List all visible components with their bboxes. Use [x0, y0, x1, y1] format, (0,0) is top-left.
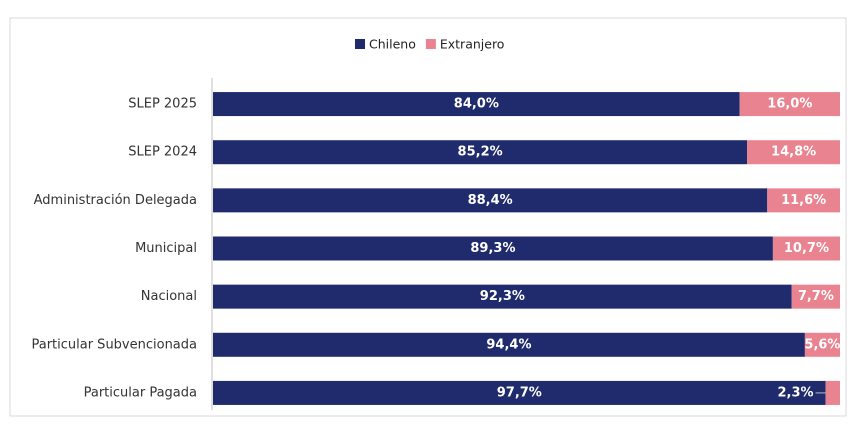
bar-segment [213, 284, 792, 309]
y-tick-label: SLEP 2024 [128, 145, 197, 160]
data-label: 89,3% [470, 241, 515, 256]
data-label: 14,8% [771, 145, 816, 160]
data-label: 84,0% [454, 97, 499, 112]
bar-segment [747, 140, 840, 165]
y-tick-label: Administración Delegada [34, 193, 197, 208]
bar-segment [772, 236, 840, 261]
bar-segment [825, 380, 840, 405]
bar-segment [213, 140, 748, 165]
data-label: 7,7% [798, 289, 834, 304]
y-tick-label: SLEP 2025 [128, 97, 197, 112]
legend-swatch [355, 39, 365, 49]
bar-segment [213, 188, 768, 213]
data-label: 11,6% [781, 193, 826, 208]
data-label: 94,4% [486, 337, 531, 352]
bar-segment [213, 380, 826, 405]
bar-segment [739, 92, 840, 117]
y-tick-label: Nacional [141, 289, 197, 304]
legend-swatch [425, 39, 436, 49]
data-label: 16,0% [767, 97, 812, 112]
bar-segment [213, 236, 773, 261]
data-label: 97,7% [497, 385, 542, 400]
y-tick-label: Municipal [135, 241, 197, 256]
legend-label: Extranjero [440, 37, 505, 52]
data-label: 10,7% [784, 241, 829, 256]
bar-segment [213, 332, 805, 357]
data-label: 92,3% [480, 289, 525, 304]
data-label: 85,2% [458, 145, 503, 160]
y-tick-label: Particular Pagada [84, 385, 197, 400]
legend-label: Chileno [369, 37, 416, 52]
data-label: 88,4% [468, 193, 513, 208]
bar-segment [213, 92, 740, 117]
data-label: 2,3% [778, 385, 814, 400]
data-label: 5,6% [804, 337, 840, 352]
bar-segment [804, 332, 840, 357]
bar-segment [767, 188, 840, 213]
y-tick-label: Particular Subvencionada [31, 337, 197, 352]
bar-segment [791, 284, 840, 309]
